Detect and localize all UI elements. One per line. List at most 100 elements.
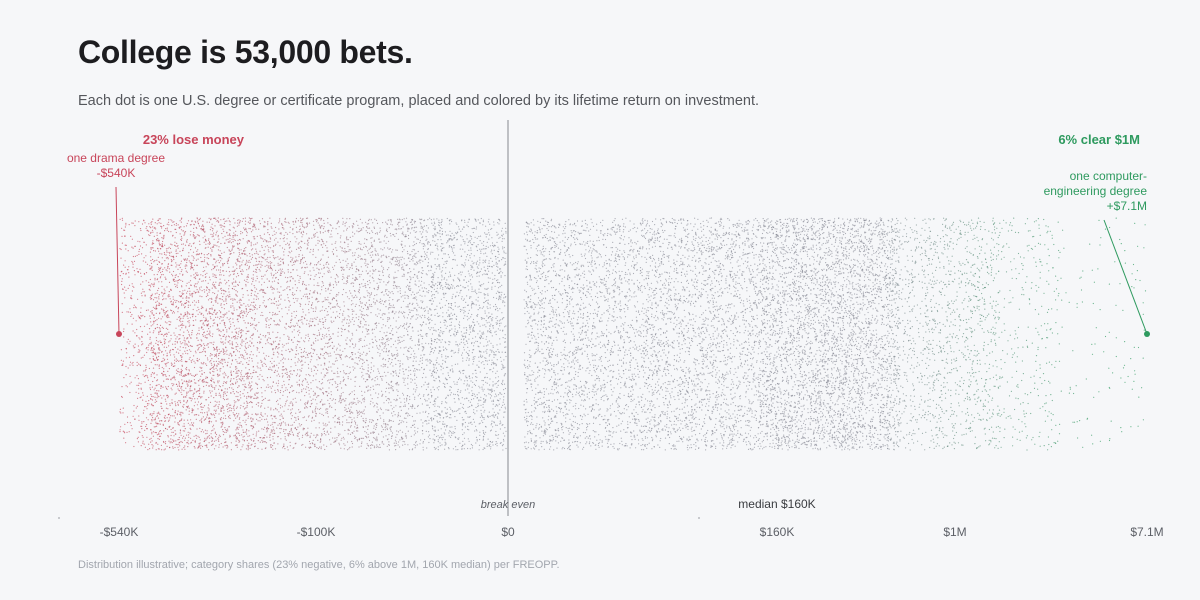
program-dot <box>211 308 213 310</box>
program-dot <box>356 439 358 441</box>
program-dot <box>345 384 347 386</box>
program-dot <box>201 379 204 381</box>
program-dot <box>138 384 140 386</box>
program-dot <box>231 270 233 272</box>
program-dot <box>132 266 134 268</box>
program-dot <box>146 436 148 438</box>
program-dot <box>150 267 152 269</box>
program-dot <box>341 328 343 330</box>
program-dot <box>210 444 213 446</box>
program-dot <box>260 412 262 414</box>
program-dot <box>303 231 305 233</box>
program-dot <box>197 360 199 362</box>
program-dot <box>228 250 230 252</box>
program-dot <box>120 349 122 351</box>
program-dot <box>282 447 284 449</box>
program-dot <box>235 366 237 368</box>
program-dot <box>318 422 320 424</box>
program-dot <box>277 356 279 358</box>
program-dot <box>216 294 219 296</box>
program-dot <box>229 237 231 240</box>
program-dot <box>273 432 275 434</box>
program-dot <box>223 409 225 411</box>
program-dot <box>175 383 177 385</box>
program-dot <box>174 365 176 367</box>
program-dot <box>207 343 209 345</box>
program-dot <box>145 364 147 366</box>
program-dot <box>130 235 132 237</box>
program-dot <box>281 422 283 424</box>
program-dot <box>142 392 144 394</box>
program-dot <box>273 371 275 373</box>
program-dot <box>216 230 218 232</box>
program-dot <box>274 448 277 450</box>
program-dot <box>279 220 281 222</box>
program-dot <box>187 331 190 333</box>
program-dot <box>285 343 287 345</box>
program-dot <box>186 391 188 393</box>
program-dot <box>252 433 254 435</box>
program-dot <box>254 318 256 320</box>
program-dot <box>250 292 252 294</box>
program-dot <box>204 231 206 233</box>
program-dot <box>265 305 267 307</box>
program-dot <box>351 442 354 445</box>
program-dot <box>263 437 265 439</box>
program-dot <box>148 230 150 232</box>
program-dot <box>330 443 332 445</box>
program-dot <box>277 282 279 284</box>
program-dot <box>159 253 161 255</box>
program-dot <box>121 227 123 229</box>
program-dot <box>161 246 163 248</box>
program-dot <box>305 287 307 289</box>
program-dot <box>203 392 205 394</box>
program-dot <box>303 317 305 319</box>
program-dot <box>222 429 224 431</box>
program-dot <box>325 319 327 321</box>
program-dot <box>224 220 226 222</box>
program-dot <box>202 220 204 222</box>
program-dot <box>184 430 186 432</box>
program-dot <box>203 241 205 243</box>
program-dot <box>150 429 152 431</box>
program-dot <box>240 257 242 259</box>
program-dot <box>238 243 240 245</box>
program-dot <box>255 228 257 230</box>
program-dot <box>237 247 239 249</box>
program-dot <box>301 224 303 226</box>
program-dot <box>277 382 280 384</box>
program-dot <box>175 250 177 252</box>
program-dot <box>254 397 256 399</box>
program-dot <box>230 392 232 394</box>
program-dot <box>204 344 206 347</box>
program-dot <box>231 341 233 343</box>
program-dot <box>173 221 175 223</box>
program-dot <box>213 440 216 442</box>
program-dot <box>193 409 195 411</box>
program-dot <box>150 259 152 262</box>
program-dot <box>357 430 359 432</box>
program-dot <box>246 376 248 378</box>
program-dot <box>198 384 200 386</box>
program-dot <box>162 299 164 301</box>
program-dot <box>272 445 274 447</box>
program-dot <box>240 404 242 407</box>
program-dot <box>186 292 188 294</box>
program-dot <box>179 402 182 404</box>
program-dot <box>307 333 309 335</box>
program-dot <box>261 439 263 441</box>
program-dot <box>314 334 316 336</box>
program-dot <box>264 390 266 392</box>
program-dot <box>261 275 263 277</box>
program-dot <box>173 377 175 379</box>
program-dot <box>221 258 223 260</box>
program-dot <box>157 352 159 354</box>
program-dot <box>262 365 264 367</box>
program-dot <box>167 267 169 269</box>
program-dot <box>332 311 334 313</box>
program-dot <box>240 332 242 334</box>
program-dot <box>218 238 220 240</box>
program-dot <box>131 246 133 248</box>
program-dot <box>348 275 350 277</box>
program-dot <box>228 271 231 273</box>
